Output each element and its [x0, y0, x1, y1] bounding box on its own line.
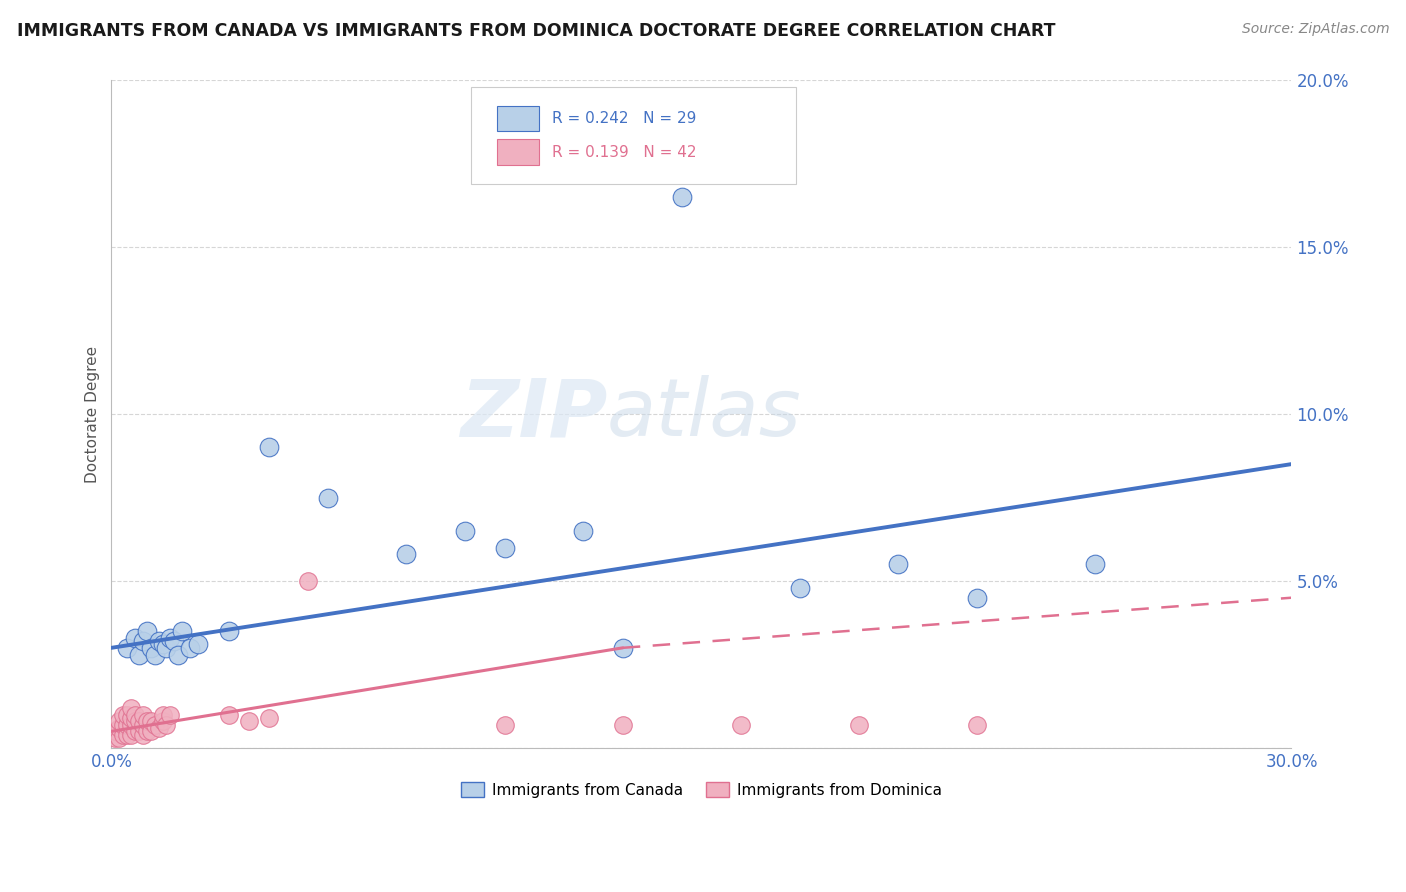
Point — [159, 631, 181, 645]
Point — [152, 638, 174, 652]
Point — [152, 714, 174, 729]
Point — [124, 631, 146, 645]
Point — [671, 190, 693, 204]
Point — [132, 717, 155, 731]
Point — [115, 728, 138, 742]
Point — [148, 721, 170, 735]
Point — [494, 541, 516, 555]
Point — [120, 717, 142, 731]
Point — [172, 624, 194, 639]
Point — [187, 638, 209, 652]
Point — [112, 728, 135, 742]
Point — [108, 714, 131, 729]
Point — [572, 524, 595, 538]
Point — [179, 640, 201, 655]
Point — [143, 717, 166, 731]
Point — [167, 648, 190, 662]
Point — [128, 714, 150, 729]
Point — [132, 728, 155, 742]
Point — [730, 717, 752, 731]
Point — [120, 728, 142, 742]
Point — [120, 711, 142, 725]
Point — [155, 717, 177, 731]
Point — [112, 717, 135, 731]
Point — [132, 707, 155, 722]
Point — [124, 724, 146, 739]
Y-axis label: Doctorate Degree: Doctorate Degree — [86, 345, 100, 483]
Point — [218, 707, 240, 722]
Point — [454, 524, 477, 538]
Point — [104, 731, 127, 745]
Text: IMMIGRANTS FROM CANADA VS IMMIGRANTS FROM DOMINICA DOCTORATE DEGREE CORRELATION : IMMIGRANTS FROM CANADA VS IMMIGRANTS FRO… — [17, 22, 1056, 40]
Point — [108, 721, 131, 735]
Point — [112, 707, 135, 722]
Point — [218, 624, 240, 639]
Point — [104, 724, 127, 739]
Point — [612, 640, 634, 655]
Point — [848, 717, 870, 731]
Point — [124, 714, 146, 729]
Point — [108, 731, 131, 745]
Text: atlas: atlas — [607, 375, 801, 453]
Point — [120, 701, 142, 715]
Point — [395, 547, 418, 561]
Point — [124, 707, 146, 722]
Point — [238, 714, 260, 729]
FancyBboxPatch shape — [498, 106, 538, 131]
Point — [135, 724, 157, 739]
Point — [966, 717, 988, 731]
Point — [297, 574, 319, 588]
Point — [128, 648, 150, 662]
Point — [155, 640, 177, 655]
Point — [115, 640, 138, 655]
Point — [135, 714, 157, 729]
Point — [316, 491, 339, 505]
Point — [494, 717, 516, 731]
Point — [966, 591, 988, 605]
Text: R = 0.139   N = 42: R = 0.139 N = 42 — [551, 145, 696, 160]
Point — [257, 711, 280, 725]
Point — [128, 724, 150, 739]
Text: ZIP: ZIP — [460, 375, 607, 453]
Point — [139, 714, 162, 729]
FancyBboxPatch shape — [471, 87, 796, 184]
Point — [139, 640, 162, 655]
Point — [163, 634, 186, 648]
FancyBboxPatch shape — [498, 139, 538, 165]
Point — [152, 707, 174, 722]
Point — [1084, 558, 1107, 572]
Point — [115, 717, 138, 731]
Point — [132, 634, 155, 648]
Legend: Immigrants from Canada, Immigrants from Dominica: Immigrants from Canada, Immigrants from … — [456, 776, 948, 804]
Point — [148, 634, 170, 648]
Text: Source: ZipAtlas.com: Source: ZipAtlas.com — [1241, 22, 1389, 37]
Point — [159, 707, 181, 722]
Point — [115, 707, 138, 722]
Text: R = 0.242   N = 29: R = 0.242 N = 29 — [551, 112, 696, 127]
Point — [887, 558, 910, 572]
Point — [139, 724, 162, 739]
Point — [143, 648, 166, 662]
Point — [135, 624, 157, 639]
Point — [612, 717, 634, 731]
Point — [257, 441, 280, 455]
Point — [789, 581, 811, 595]
